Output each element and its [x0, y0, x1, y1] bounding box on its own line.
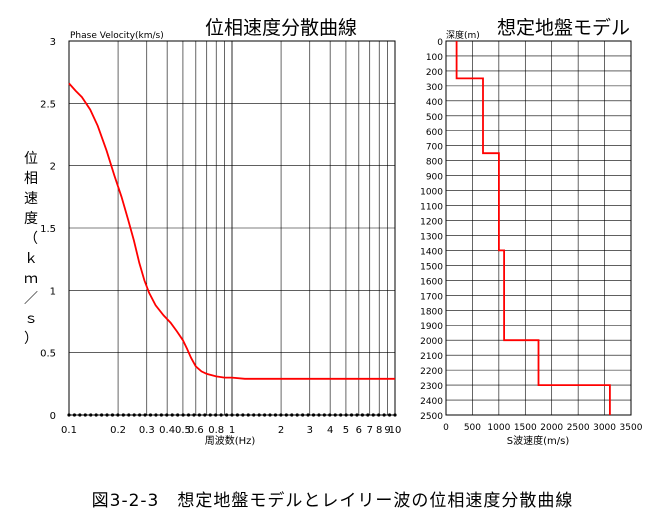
dispersion-y-label-char: 位	[24, 151, 38, 167]
dispersion-y-label-char: 度	[24, 211, 38, 227]
ground-x-tick-label: 1500	[514, 423, 537, 433]
dispersion-x-tick-label: 0.3	[139, 425, 155, 436]
ground-y-tick-label: 2400	[420, 397, 443, 407]
ground-y-tick-label: 2200	[420, 367, 443, 377]
ground-y-tick-label: 1400	[420, 247, 443, 257]
figure-caption: 図3-2-3 想定地盤モデルとレイリー波の位相速度分散曲線	[91, 491, 574, 511]
dispersion-x-tick-label: 0.6	[188, 425, 204, 436]
ground-y-tick-label: 2500	[420, 412, 443, 422]
ground-y-tick-label: 1300	[420, 232, 443, 242]
ground-x-tick-label: 2500	[567, 423, 590, 433]
velocity-profile-line	[455, 41, 611, 415]
dispersion-y-axis-label: 位相速度 （ ｋｍ ／ ｓ ）	[24, 151, 38, 347]
dispersion-y-tick-label: 1.5	[40, 224, 56, 235]
dispersion-frame	[68, 40, 396, 416]
ground-y-tick-label: 100	[426, 53, 443, 63]
ground-x-tick-label: 1000	[487, 423, 510, 433]
ground-y-tick-label: 600	[426, 128, 443, 138]
ground-y-tick-label: 1700	[420, 292, 443, 302]
dispersion-x-tick-label: 4	[327, 425, 333, 436]
dispersion-x-tick-label: 0.4	[159, 425, 175, 436]
dispersion-y-tick-label: 2	[50, 162, 56, 173]
ground-x-tick-label: 0	[443, 423, 449, 433]
ground-y-tick-label: 1100	[420, 203, 443, 213]
dispersion-x-tick-label: 0.5	[175, 425, 191, 436]
dispersion-x-tick-label: 9	[384, 425, 390, 436]
ground-x-tick-label: 3500	[620, 423, 643, 433]
dispersion-y-tick-label: 2.5	[40, 99, 56, 110]
ground-y-tick-label: 2100	[420, 352, 443, 362]
ground-y-tick-label: 200	[426, 68, 443, 78]
ground-y-tick-label: 300	[426, 83, 443, 93]
dispersion-x-tick-label: 0.8	[208, 425, 224, 436]
dispersion-x-tick-label: 8	[376, 425, 382, 436]
ground-y-tick-label: 900	[426, 173, 443, 183]
ground-y-tick-label: 1500	[420, 262, 443, 272]
dispersion-x-tick-label: 0.2	[110, 425, 126, 436]
dispersion-y-tick-label: 1	[50, 286, 56, 297]
ground-x-ticks: 0 500 1000 1500 2000 2500 3000 3500	[443, 423, 643, 433]
ground-corner-label: 深度(m)	[446, 29, 480, 41]
dispersion-y-tick-label: 0.5	[40, 349, 56, 360]
dispersion-x-tick-label: 10	[389, 425, 402, 436]
dispersion-x-tick-label: 5	[343, 425, 349, 436]
dispersion-y-label-char: 相	[24, 171, 38, 187]
ground-y-tick-label: 500	[426, 113, 443, 123]
dispersion-y-tick-label: 3	[50, 37, 56, 48]
dispersion-corner-label: Phase Velocity(km/s)	[70, 31, 164, 41]
ground-y-tick-label: 1800	[420, 307, 443, 317]
dispersion-y-tick-label: 0	[50, 411, 56, 422]
ground-x-tick-label: 2000	[540, 423, 563, 433]
ground-y-tick-label: 2300	[420, 382, 443, 392]
ground-y-tick-label: 1200	[420, 218, 443, 228]
ground-y-tick-label: 1000	[420, 188, 443, 198]
ground-title: 想定地盤モデル	[497, 17, 630, 39]
dispersion-y-label-char: ／	[24, 291, 38, 307]
dispersion-x-tick-label: 7	[367, 425, 373, 436]
dispersion-grid	[69, 41, 395, 415]
ground-y-tick-label: 2000	[420, 337, 443, 347]
ground-x-tick-label: 500	[464, 423, 481, 433]
ground-y-ticks: 0 100 200 300 400 500 600 700 800 900 1000 1100 1200…	[420, 38, 443, 422]
ground-frame	[445, 40, 632, 416]
ground-y-tick-label: 1600	[420, 277, 443, 287]
dispersion-curve	[68, 82, 395, 380]
dispersion-y-label-char: ｍ	[24, 271, 38, 287]
dispersion-x-tick-label: 6	[356, 425, 362, 436]
dispersion-y-label-char: （	[24, 231, 38, 247]
dispersion-y-ticks: 0 0.5 1 1.5 2 2.5 3	[40, 37, 56, 422]
dispersion-y-label-char: 速	[24, 191, 38, 207]
dispersion-x-tick-label: 0.1	[61, 425, 77, 436]
ground-y-tick-label: 0	[437, 38, 443, 48]
dispersion-x-axis-label: 周波数(Hz)	[205, 434, 256, 447]
dispersion-y-label-char: ｓ	[24, 311, 38, 327]
dispersion-chart: 00.511.522.53 0.1 0.2 0.3 0.4 0.50.6 0.8 1 2 3 4 5…	[24, 17, 401, 447]
dispersion-title: 位相速度分散曲線	[205, 17, 357, 39]
dispersion-x-tick-label: 1	[229, 425, 235, 436]
ground-y-tick-label: 1900	[420, 322, 443, 332]
dispersion-x-tick-label: 2	[278, 425, 284, 436]
ground-y-tick-label: 400	[426, 98, 443, 108]
ground-x-tick-label: 3000	[593, 423, 616, 433]
dispersion-x-tick-label: 3	[307, 425, 313, 436]
dispersion-x-ticks: 0.1 0.2 0.3 0.4 0.50.6 0.8 1 2 3 4 5 6 7 8 910	[61, 425, 401, 436]
dispersion-y-label-char: ）	[24, 331, 38, 347]
ground-x-axis-label: S波速度(m/s)	[507, 434, 570, 447]
ground-y-tick-label: 700	[426, 143, 443, 153]
dispersion-y-label-char: ｋ	[24, 251, 38, 267]
ground-y-tick-label: 800	[426, 158, 443, 168]
ground-model-chart: 0 100 200 300 400 500 600 700 800 900 1000 1100 1200…	[420, 17, 643, 447]
ground-grid	[446, 41, 631, 415]
